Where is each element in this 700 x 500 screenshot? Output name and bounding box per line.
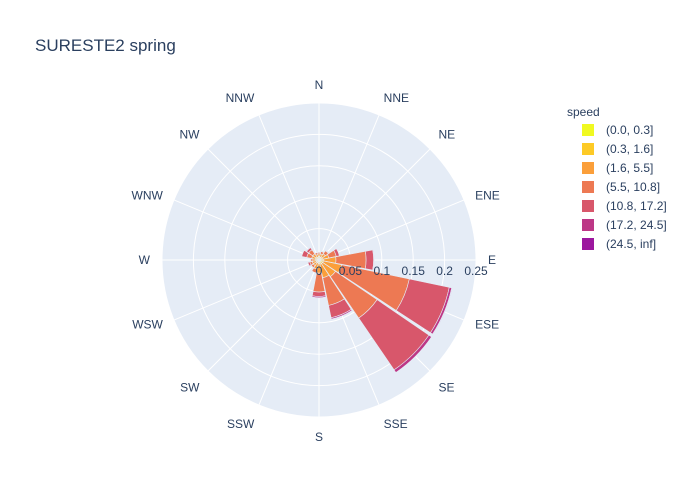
direction-label-sw: SW (180, 381, 200, 395)
bar-s-series-4[interactable] (311, 291, 327, 297)
bar-sse-series-5[interactable] (330, 309, 353, 320)
legend-swatch (582, 162, 594, 174)
direction-label-ne: NE (439, 127, 456, 141)
legend-label: (0.0, 0.3] (606, 123, 653, 137)
bar-ne-series-4[interactable] (324, 249, 330, 255)
angular-gridline (258, 259, 320, 406)
bar-s-series-5[interactable] (311, 295, 327, 298)
angular-gridline (207, 259, 320, 372)
legend: speed (0.0, 0.3] (0.3, 1.6] (1.6, 5.5] (5.5… (567, 105, 667, 251)
direction-label-n: N (315, 78, 324, 92)
radial-tick-label: 0.15 (402, 264, 426, 278)
angular-gridline (318, 148, 431, 261)
legend-label: (17.2, 24.5] (606, 218, 667, 232)
legend-label: (0.3, 1.6] (606, 142, 653, 156)
bar-nne-series-4[interactable] (320, 250, 325, 254)
radial-tick-label: 0.05 (339, 264, 363, 278)
angular-gridline (207, 148, 320, 261)
bars (301, 246, 453, 373)
radial-tick-label: 0.1 (373, 264, 390, 278)
legend-item[interactable]: (5.5, 10.8] (582, 180, 660, 194)
chart-title: SURESTE2 spring (35, 36, 176, 55)
legend-label: (1.6, 5.5] (606, 161, 653, 175)
direction-label-wnw: WNW (132, 188, 164, 202)
bar-ene-series-4[interactable] (333, 248, 340, 257)
radial-tick-label: 0.2 (436, 264, 453, 278)
angular-gridline (173, 199, 320, 261)
angular-gridline (318, 114, 380, 261)
legend-label: (10.8, 17.2] (606, 199, 667, 213)
direction-label-wsw: WSW (132, 318, 163, 332)
bar-nw-series-5[interactable] (305, 246, 311, 252)
direction-label-ese: ESE (475, 318, 499, 332)
legend-item[interactable]: (17.2, 24.5] (582, 218, 667, 232)
legend-item[interactable]: (0.3, 1.6] (582, 142, 653, 156)
bar-se-series-5[interactable] (393, 334, 432, 373)
bar-e-series-5[interactable] (372, 249, 375, 271)
legend-label: (24.5, inf] (606, 237, 656, 251)
legend-swatch (582, 143, 594, 155)
direction-label-w: W (139, 253, 151, 267)
angular-axis-labels: N NNE NE ENE E ESE SE SSE S SSW SW WSW W WNW NW NNW (132, 78, 500, 444)
angular-gridline (173, 259, 320, 321)
bar-ese-series-6[interactable] (432, 287, 453, 335)
polar-area[interactable]: 0 0.05 0.1 0.15 0.2 0.25 NNNENEENEEESESESSESS… (132, 78, 500, 444)
bar-wnw-series-4[interactable] (301, 249, 309, 258)
bar-ssw-series-3[interactable] (311, 267, 318, 274)
direction-label-e: E (488, 253, 496, 267)
legend-item[interactable]: (0.0, 0.3] (582, 123, 653, 137)
legend-item[interactable]: (10.8, 17.2] (582, 199, 667, 213)
radial-tick-label: 0 (316, 264, 323, 278)
direction-label-ene: ENE (475, 188, 500, 202)
legend-swatch (582, 181, 594, 193)
direction-label-se: SE (439, 381, 455, 395)
legend-item[interactable]: (24.5, inf] (582, 237, 656, 251)
radial-tick-label: 0.25 (464, 264, 488, 278)
bar-e-series-4[interactable] (364, 249, 374, 271)
legend-swatch (582, 200, 594, 212)
legend-item[interactable]: (1.6, 5.5] (582, 161, 653, 175)
direction-label-s: S (315, 430, 323, 444)
bar-wsw-series-4[interactable] (307, 261, 312, 267)
legend-swatch (582, 124, 594, 136)
angular-gridline (258, 114, 320, 261)
direction-label-nw: NW (179, 127, 200, 141)
legend-swatch (582, 219, 594, 231)
bar-n-series-3[interactable] (317, 252, 321, 255)
legend-label: (5.5, 10.8] (606, 180, 660, 194)
bar-w-series-4[interactable] (309, 258, 312, 262)
direction-label-nnw: NNW (226, 91, 255, 105)
direction-label-sse: SSE (384, 417, 408, 431)
legend-swatch (582, 238, 594, 250)
legend-title: speed (567, 105, 600, 119)
direction-label-nne: NNE (384, 91, 409, 105)
radial-axis-labels: 0 0.05 0.1 0.15 0.2 0.25 (316, 264, 488, 278)
direction-label-ssw: SSW (227, 417, 255, 431)
angular-gridline (318, 199, 465, 261)
bar-nnw-series-3[interactable] (314, 252, 319, 256)
